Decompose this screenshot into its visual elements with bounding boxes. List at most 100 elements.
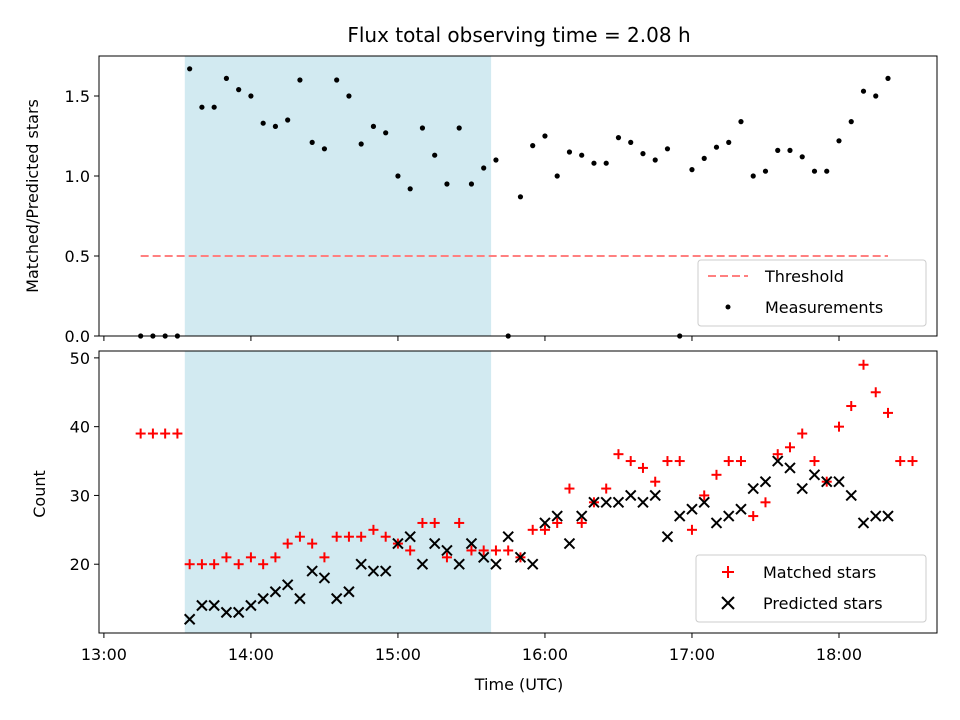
measurement-point — [481, 165, 487, 171]
predicted-point — [735, 503, 747, 515]
measurement-point — [542, 133, 548, 139]
matched-point — [245, 552, 256, 563]
legend-predicted-label: Predicted stars — [763, 594, 883, 613]
matched-point — [907, 456, 918, 467]
matched-point — [613, 449, 624, 460]
legend-threshold-label: Threshold — [764, 267, 844, 286]
measurement-point — [640, 151, 646, 157]
y-tick-label: 1.5 — [65, 87, 90, 106]
predicted-point — [257, 592, 269, 605]
observing-span-bottom — [184, 351, 492, 633]
measurement-point — [260, 120, 266, 126]
predicted-point — [637, 496, 649, 509]
predicted-point — [674, 510, 686, 522]
predicted-point — [367, 565, 380, 577]
matched-point — [527, 524, 538, 535]
matched-point — [282, 538, 293, 549]
legend-measurements-swatch — [725, 304, 731, 310]
measurement-point — [444, 181, 450, 187]
matched-point — [650, 476, 661, 487]
matched-point — [686, 524, 697, 535]
matched-point — [895, 456, 906, 467]
matched-point — [160, 428, 171, 439]
measurement-point — [334, 77, 340, 83]
matched-point — [723, 456, 734, 467]
predicted-point — [649, 489, 661, 502]
x-tick-label: 13:00 — [81, 645, 127, 664]
predicted-point — [686, 503, 698, 515]
matched-point — [662, 456, 673, 467]
predicted-point — [269, 586, 282, 598]
x-axis-label: Time (UTC) — [474, 675, 563, 694]
matched-point — [343, 531, 354, 542]
predicted-point — [502, 531, 514, 543]
predicted-point — [232, 606, 245, 619]
measurement-point — [346, 93, 352, 99]
ratio-x-ticks — [103, 336, 840, 341]
x-tick-label: 18:00 — [816, 645, 862, 664]
legend-matched-swatch — [722, 566, 734, 578]
measurement-point — [199, 104, 205, 110]
legend-matched-label: Matched stars — [763, 563, 876, 582]
measurement-point — [848, 119, 854, 125]
matched-point — [209, 559, 220, 570]
predicted-point — [318, 572, 331, 584]
measurement-point — [787, 147, 793, 153]
measurement-point — [811, 168, 818, 174]
y-tick-label: 0.5 — [65, 247, 90, 266]
measurement-point — [799, 154, 805, 160]
predicted-point — [343, 586, 355, 598]
matched-point — [490, 545, 501, 556]
predicted-point — [465, 537, 478, 550]
predicted-point — [747, 482, 759, 495]
measurement-point — [285, 117, 291, 123]
predicted-point — [490, 558, 502, 570]
measurement-point — [579, 152, 585, 158]
measurement-point — [750, 173, 756, 179]
matched-point — [760, 497, 771, 508]
count-y-label: Count — [30, 470, 49, 518]
y-tick-label: 50 — [70, 349, 90, 368]
matched-point — [466, 545, 477, 556]
matched-point — [221, 552, 232, 563]
measurement-point — [211, 104, 217, 110]
measurement-point — [664, 146, 671, 152]
measurement-point — [419, 125, 426, 131]
measurement-point — [358, 141, 364, 147]
measurement-point — [652, 157, 658, 163]
measurement-point — [615, 135, 622, 141]
matched-point — [356, 531, 367, 542]
measurement-point — [603, 160, 609, 166]
predicted-point — [661, 531, 674, 543]
measurement-point — [309, 139, 315, 145]
matched-point — [368, 524, 379, 535]
y-tick-label: 1.0 — [65, 167, 90, 186]
matched-point — [564, 483, 575, 494]
x-tick-label: 14:00 — [228, 645, 274, 664]
matched-point — [539, 524, 550, 535]
predicted-point — [808, 469, 821, 481]
count-y-ticks: 20 30 40 50 — [70, 349, 99, 574]
x-tick-label: 16:00 — [522, 645, 568, 664]
predicted-point — [698, 496, 710, 509]
measurement-point — [885, 75, 891, 81]
predicted-point — [196, 599, 208, 612]
matched-point — [846, 401, 857, 412]
predicted-point — [821, 475, 833, 488]
predicted-point — [245, 599, 257, 612]
measurement-point — [236, 87, 242, 93]
ratio-legend: Threshold Measurements — [697, 259, 927, 327]
predicted-point — [379, 565, 392, 577]
measurement-point — [701, 155, 707, 161]
measurement-point — [554, 173, 560, 179]
predicted-point — [220, 606, 233, 619]
measurement-point — [775, 147, 781, 153]
predicted-point — [281, 579, 294, 591]
predicted-point — [857, 517, 870, 529]
predicted-point — [526, 558, 539, 570]
matched-point — [797, 428, 808, 439]
matched-point — [625, 456, 636, 467]
measurement-point — [248, 93, 254, 99]
measurement-point — [297, 77, 303, 83]
predicted-point — [294, 592, 306, 605]
